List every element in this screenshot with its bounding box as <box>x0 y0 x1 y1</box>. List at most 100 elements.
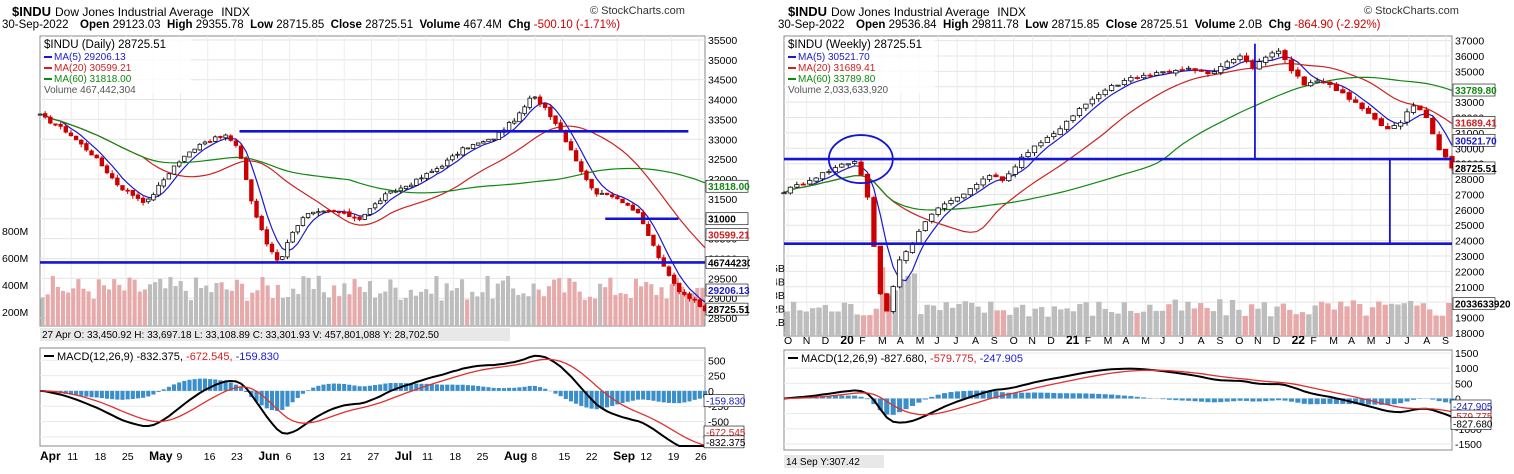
price-tick-label: 33500 <box>708 114 737 126</box>
macd-histogram-bar <box>151 390 156 395</box>
volume-bar <box>127 277 132 326</box>
volume-bar <box>572 281 577 326</box>
candle-body <box>1218 66 1224 74</box>
x-tick-label: M <box>916 335 925 347</box>
macd-histogram-bar <box>68 390 73 395</box>
macd-histogram-bar <box>916 398 922 403</box>
x-tick-label: May <box>149 449 173 463</box>
volume-bar <box>1261 302 1268 336</box>
volume-bar <box>398 299 403 326</box>
macd-histogram-bar <box>450 384 455 391</box>
weekly-chart-svg: 3700036000350003400033000320003100030000… <box>776 35 1511 468</box>
x-tick-label: F <box>1085 335 1091 347</box>
macd-histogram-bar <box>537 387 543 391</box>
x-tick-label: Sep <box>613 449 635 463</box>
price-badge <box>1452 161 1496 175</box>
candle-body <box>455 153 460 156</box>
price-badge-label: 467442304 <box>708 258 750 269</box>
weekly-chart-header: $INDU Dow Jones Industrial Average INDX ©… <box>776 0 1514 36</box>
macd-histogram-bar <box>1308 398 1314 405</box>
volume-bar <box>286 296 291 326</box>
volume-bar <box>1229 299 1236 336</box>
macd-badge <box>703 394 745 407</box>
volume-bar <box>899 280 905 336</box>
candle-body <box>579 161 584 172</box>
volume-bar <box>1331 309 1337 336</box>
volume-bar <box>337 296 342 326</box>
macd-histogram-bar <box>677 390 682 404</box>
volume-bar <box>40 297 45 326</box>
candle-body <box>890 286 896 312</box>
volume-bar <box>434 276 439 326</box>
volume-bar <box>475 296 480 326</box>
volume-bar <box>582 299 587 326</box>
x-tick-label: J <box>1179 335 1184 347</box>
volume-bar <box>219 282 224 326</box>
macd-histogram-bar <box>890 398 896 415</box>
volume-bar <box>669 284 674 326</box>
period-label: $INDU (Daily) 28725.51 <box>44 39 166 51</box>
volume-bar <box>403 297 408 326</box>
candle-body <box>1006 173 1012 182</box>
macd-histogram-bar <box>280 390 285 410</box>
macd-tick-label: 1000 <box>1455 363 1479 375</box>
macd-histogram-bar <box>352 385 357 391</box>
candle-body <box>331 210 337 212</box>
macd-histogram-bar <box>922 398 928 400</box>
macd-histogram-bar <box>697 390 702 399</box>
macd-histogram-bar <box>156 390 161 392</box>
volume-bar <box>516 294 521 326</box>
candle-body <box>336 211 342 214</box>
volume-bar <box>1083 302 1089 336</box>
candle-body <box>819 172 826 180</box>
macd-histogram-bar <box>615 390 620 405</box>
candle-body <box>903 251 909 261</box>
macd-histogram-bar <box>1256 398 1262 402</box>
volume-bar <box>1007 314 1013 336</box>
candle-body <box>558 122 563 132</box>
macd-badge-label: -159.830 <box>706 397 746 408</box>
volume-bar <box>60 290 66 326</box>
price-pane-frame <box>39 35 706 327</box>
macd-histogram-bar <box>84 390 89 397</box>
volume-bar <box>255 290 260 326</box>
macd-histogram-bar <box>656 390 661 402</box>
candle-body <box>589 178 594 189</box>
volume-bar <box>112 279 117 326</box>
x-tick-label: 21 <box>340 451 352 463</box>
volume-bar <box>1287 309 1293 336</box>
candle-body <box>845 163 851 166</box>
candle-body <box>1057 128 1063 135</box>
moving-average-line-2 <box>783 76 1453 211</box>
candle-body <box>537 96 543 105</box>
macd-histogram-bar <box>1025 392 1031 399</box>
macd-histogram-bar <box>839 395 845 399</box>
volume-bar <box>1172 299 1178 336</box>
volume-bar <box>552 279 557 326</box>
volume-bar <box>526 296 531 326</box>
macd-histogram-bar <box>651 390 656 401</box>
macd-histogram-bar <box>1436 398 1442 402</box>
volume-bar <box>603 287 608 326</box>
volume-bar <box>873 308 879 336</box>
volume-bar <box>1013 307 1019 336</box>
candle-body <box>651 234 656 246</box>
candle-body <box>1166 70 1173 73</box>
volume-tick-label: 800M <box>2 226 28 238</box>
macd-histogram-bar <box>1012 392 1018 399</box>
x-tick-label: 9 <box>176 451 182 463</box>
x-tick-label: S <box>1216 335 1223 347</box>
macd-histogram-bar <box>491 387 496 391</box>
volume-bar <box>485 275 490 326</box>
volume-bar <box>326 297 332 326</box>
candle-body <box>1108 85 1115 91</box>
volume-bar <box>429 293 434 326</box>
legend-box <box>41 37 191 93</box>
volume-bar <box>1439 315 1446 336</box>
daily-chart-panel: $INDU Dow Jones Industrial Average INDX ©… <box>0 0 750 474</box>
macd-histogram-bar <box>311 387 316 391</box>
candle-body <box>316 211 321 214</box>
macd-histogram-bar <box>146 390 151 397</box>
price-badge-label: 2033633920 <box>1455 300 1511 311</box>
volume-bar <box>352 279 357 326</box>
